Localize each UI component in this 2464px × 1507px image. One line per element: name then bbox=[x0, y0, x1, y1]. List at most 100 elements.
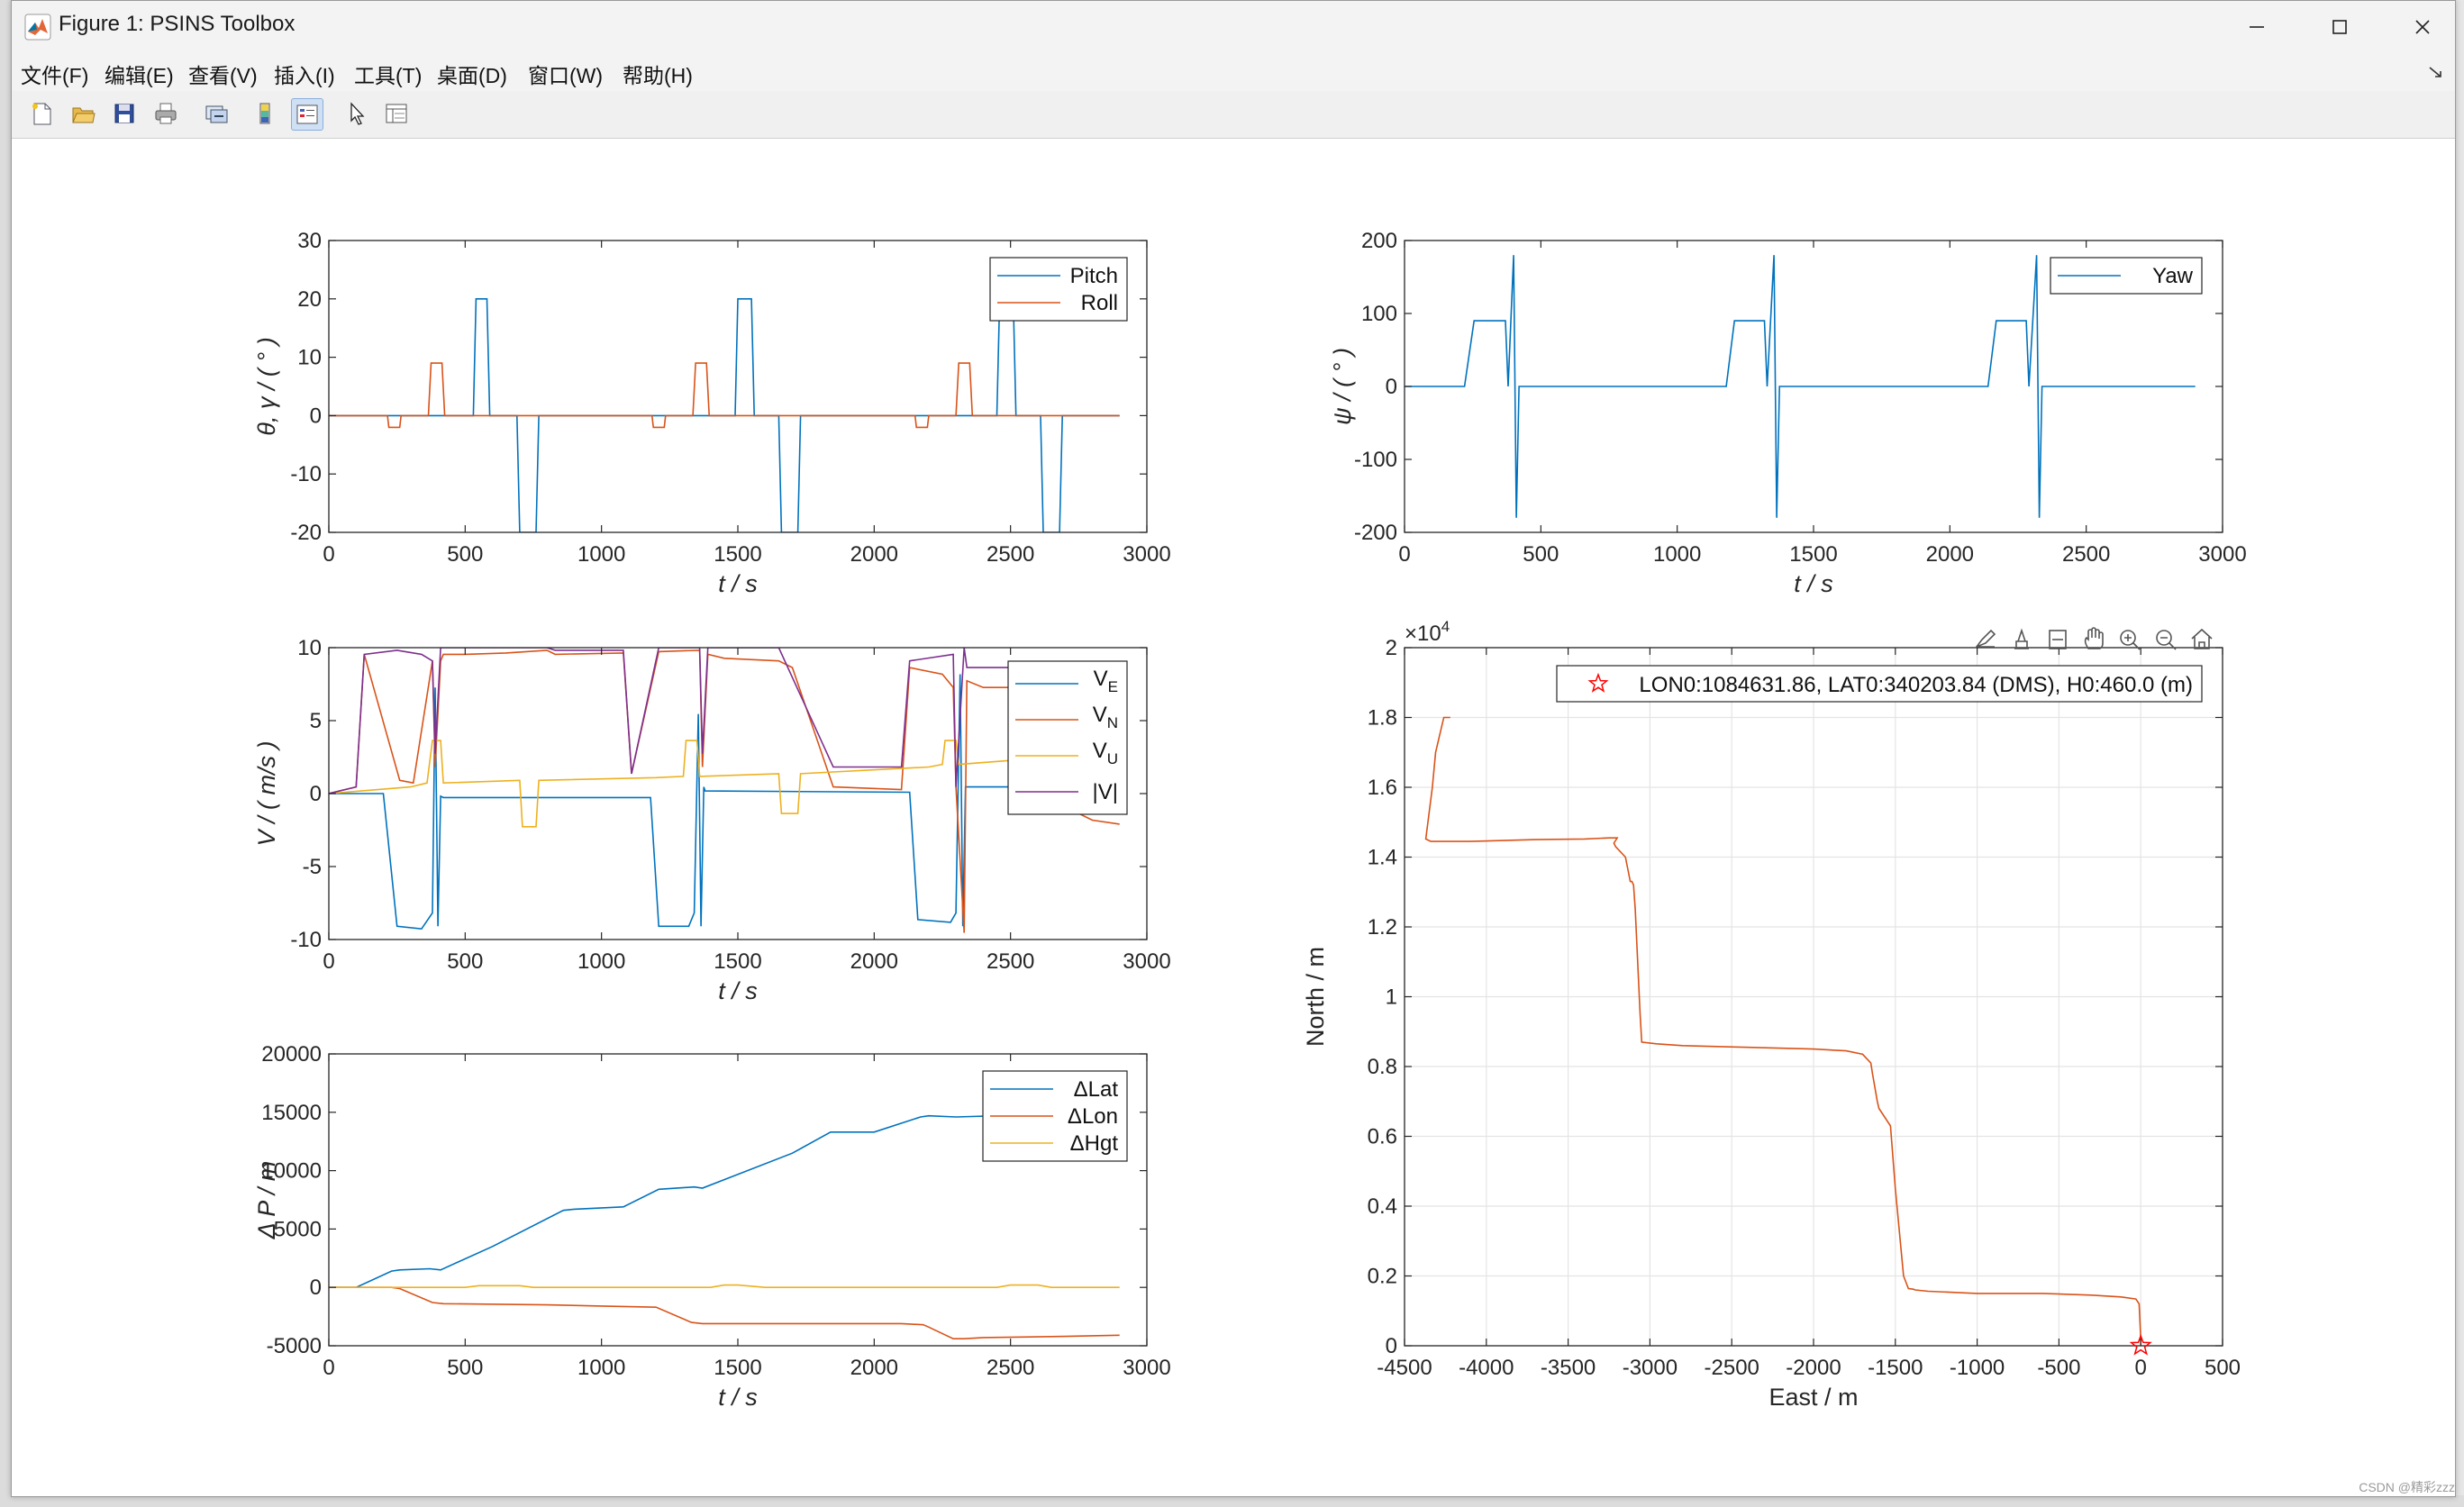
legend-label: LON0:1084631.86, LAT0:340203.84 (DMS), H… bbox=[1639, 673, 2193, 697]
axes-velocity[interactable]: 0 500 1000 1500 2000 2500 3000 10 5 0 -5 -10 t / s V … bbox=[253, 636, 1171, 1004]
new-file-button[interactable] bbox=[26, 98, 57, 129]
pan-icon[interactable] bbox=[2084, 627, 2104, 649]
print-icon bbox=[155, 103, 177, 124]
x-tick-label: 3000 bbox=[2198, 542, 2246, 567]
close-button[interactable] bbox=[2381, 1, 2464, 53]
background-taskbar-edge bbox=[0, 1495, 2464, 1507]
menu-tools[interactable]: 工具(T) bbox=[354, 64, 423, 87]
save-icon bbox=[114, 104, 134, 123]
print-button[interactable] bbox=[150, 98, 181, 129]
menu-desktop[interactable]: 桌面(D) bbox=[437, 64, 507, 87]
y-tick-label: -10 bbox=[290, 462, 322, 486]
y-tick-label: 5000 bbox=[274, 1217, 322, 1241]
menu-file[interactable]: 文件(F) bbox=[21, 64, 89, 87]
x-tick-label: 1000 bbox=[577, 542, 625, 567]
figure-window: Figure 1: PSINS Toolbox 文件(F) 编辑(E) 查看(V… bbox=[11, 0, 2456, 1497]
axes-toolbar bbox=[1974, 627, 2213, 650]
y-tick-label: 0 bbox=[310, 782, 322, 806]
menu-help[interactable]: 帮助(H) bbox=[623, 64, 693, 87]
minimize-button[interactable] bbox=[2215, 1, 2298, 53]
menu-edit[interactable]: 编辑(E) bbox=[105, 64, 174, 87]
series-line-trajectory bbox=[1424, 716, 2141, 1346]
y-tick-label: 20 bbox=[297, 287, 322, 312]
x-tick-label: -4000 bbox=[1459, 1356, 1514, 1380]
legend-box bbox=[989, 257, 1128, 322]
maximize-icon bbox=[2332, 20, 2347, 34]
x-axis-label: t / s bbox=[1794, 570, 1833, 597]
zoom-in-icon[interactable] bbox=[2120, 630, 2141, 650]
datatip-shape bbox=[2014, 628, 2029, 649]
menu-view[interactable]: 查看(V) bbox=[188, 64, 258, 87]
title-bar[interactable]: Figure 1: PSINS Toolbox bbox=[12, 1, 2455, 53]
x-tick-label: 1000 bbox=[577, 949, 625, 974]
legend-label: Roll bbox=[1081, 291, 1118, 315]
y-tick-label: 10 bbox=[297, 346, 322, 370]
home-icon[interactable] bbox=[2191, 628, 2213, 649]
brush-icon[interactable] bbox=[1974, 629, 1996, 649]
y-tick-label: 0 bbox=[310, 1276, 322, 1300]
maximize-button[interactable] bbox=[2298, 1, 2381, 53]
y-tick-label: 0.8 bbox=[1368, 1055, 1397, 1079]
x-tick-label: 500 bbox=[447, 1356, 483, 1380]
menu-window[interactable]: 窗口(W) bbox=[528, 64, 604, 87]
x-tick-label: 2000 bbox=[850, 542, 898, 567]
axes-position-error[interactable]: 0 500 1000 1500 2000 2500 3000 20000 15000 10000 5… bbox=[253, 1042, 1171, 1411]
pointer-icon bbox=[350, 102, 365, 125]
y-tick-label: 0 bbox=[1386, 375, 1397, 399]
hand-shape bbox=[2084, 627, 2104, 649]
colorbar-icon bbox=[259, 103, 270, 124]
open-folder-icon bbox=[72, 107, 95, 123]
y-tick-label: -20 bbox=[290, 521, 322, 545]
x-tick-label: 0 bbox=[2135, 1356, 2147, 1380]
restore-view-icon[interactable] bbox=[2049, 630, 2067, 649]
x-tick-label: 3000 bbox=[1123, 949, 1170, 974]
property-inspector-button[interactable] bbox=[381, 98, 412, 129]
series-line-V_E bbox=[329, 674, 1120, 931]
y-tick-label: 1 bbox=[1386, 985, 1397, 1010]
save-button[interactable] bbox=[109, 98, 140, 129]
minimize-icon bbox=[2250, 26, 2264, 28]
y-tick-label: 100 bbox=[1361, 302, 1397, 326]
zoom-out-icon[interactable] bbox=[2156, 630, 2177, 650]
x-tick-label: -2000 bbox=[1786, 1356, 1841, 1380]
lens bbox=[2120, 630, 2136, 646]
pointer-button[interactable] bbox=[341, 98, 372, 129]
legend-button[interactable] bbox=[291, 98, 323, 131]
data-tip-icon[interactable] bbox=[2014, 628, 2029, 649]
watermark: CSDN @精彩zzz bbox=[2359, 1480, 2455, 1494]
axes-attitude[interactable]: 0 500 1000 1500 2000 2500 3000 30 20 10 0 -10 -20 t /… bbox=[253, 229, 1171, 597]
x-tick-label: 1000 bbox=[577, 1356, 625, 1380]
x-tick-label: 1500 bbox=[1789, 542, 1837, 567]
x-tick-label: 2500 bbox=[2062, 542, 2110, 567]
x-tick-label: -1000 bbox=[1950, 1356, 2005, 1380]
menu-insert[interactable]: 插入(I) bbox=[274, 64, 335, 87]
y-tick-label: 1.6 bbox=[1368, 776, 1397, 800]
y-tick-label: 30 bbox=[297, 229, 322, 253]
x-tick-label: -3500 bbox=[1541, 1356, 1596, 1380]
open-button[interactable] bbox=[68, 98, 98, 129]
axes-trajectory[interactable]: -4500 -4000 -3500 -3000 -2500 -2000 -1500 -1000… bbox=[1302, 618, 2241, 1411]
x-tick-label: 2500 bbox=[987, 1356, 1034, 1380]
axes-yaw[interactable]: 0 500 1000 1500 2000 2500 30002001000-100-200t… bbox=[1329, 229, 2247, 597]
brush-shape bbox=[1974, 629, 1996, 649]
y-tick-label: 20000 bbox=[261, 1042, 322, 1067]
y-tick-label: 0.4 bbox=[1368, 1194, 1397, 1219]
x-tick-label: 2500 bbox=[987, 949, 1034, 974]
x-tick-label: 500 bbox=[447, 542, 483, 567]
x-tick-label: 0 bbox=[323, 542, 334, 567]
x-tick-label: -500 bbox=[2037, 1356, 2080, 1380]
window-title: Figure 1: PSINS Toolbox bbox=[59, 12, 295, 36]
minus bbox=[2160, 637, 2177, 650]
legend-label: VN bbox=[1093, 703, 1118, 731]
x-tick-label: 1500 bbox=[714, 949, 761, 974]
figure-canvas: 0 500 1000 1500 2000 2500 3000 30 20 10 0 -10 -20 t /… bbox=[12, 139, 2455, 1494]
x-axis-label: t / s bbox=[718, 570, 758, 597]
x-tick-label: 0 bbox=[1398, 542, 1410, 567]
dock-arrow-icon[interactable] bbox=[2428, 66, 2444, 78]
legend-label: VE bbox=[1094, 667, 1118, 695]
link-figure-button[interactable] bbox=[201, 98, 232, 129]
x-tick-label: 0 bbox=[323, 949, 334, 974]
colorbar-button[interactable] bbox=[250, 98, 280, 129]
y-axis-label: Δ P / m bbox=[253, 1161, 280, 1240]
